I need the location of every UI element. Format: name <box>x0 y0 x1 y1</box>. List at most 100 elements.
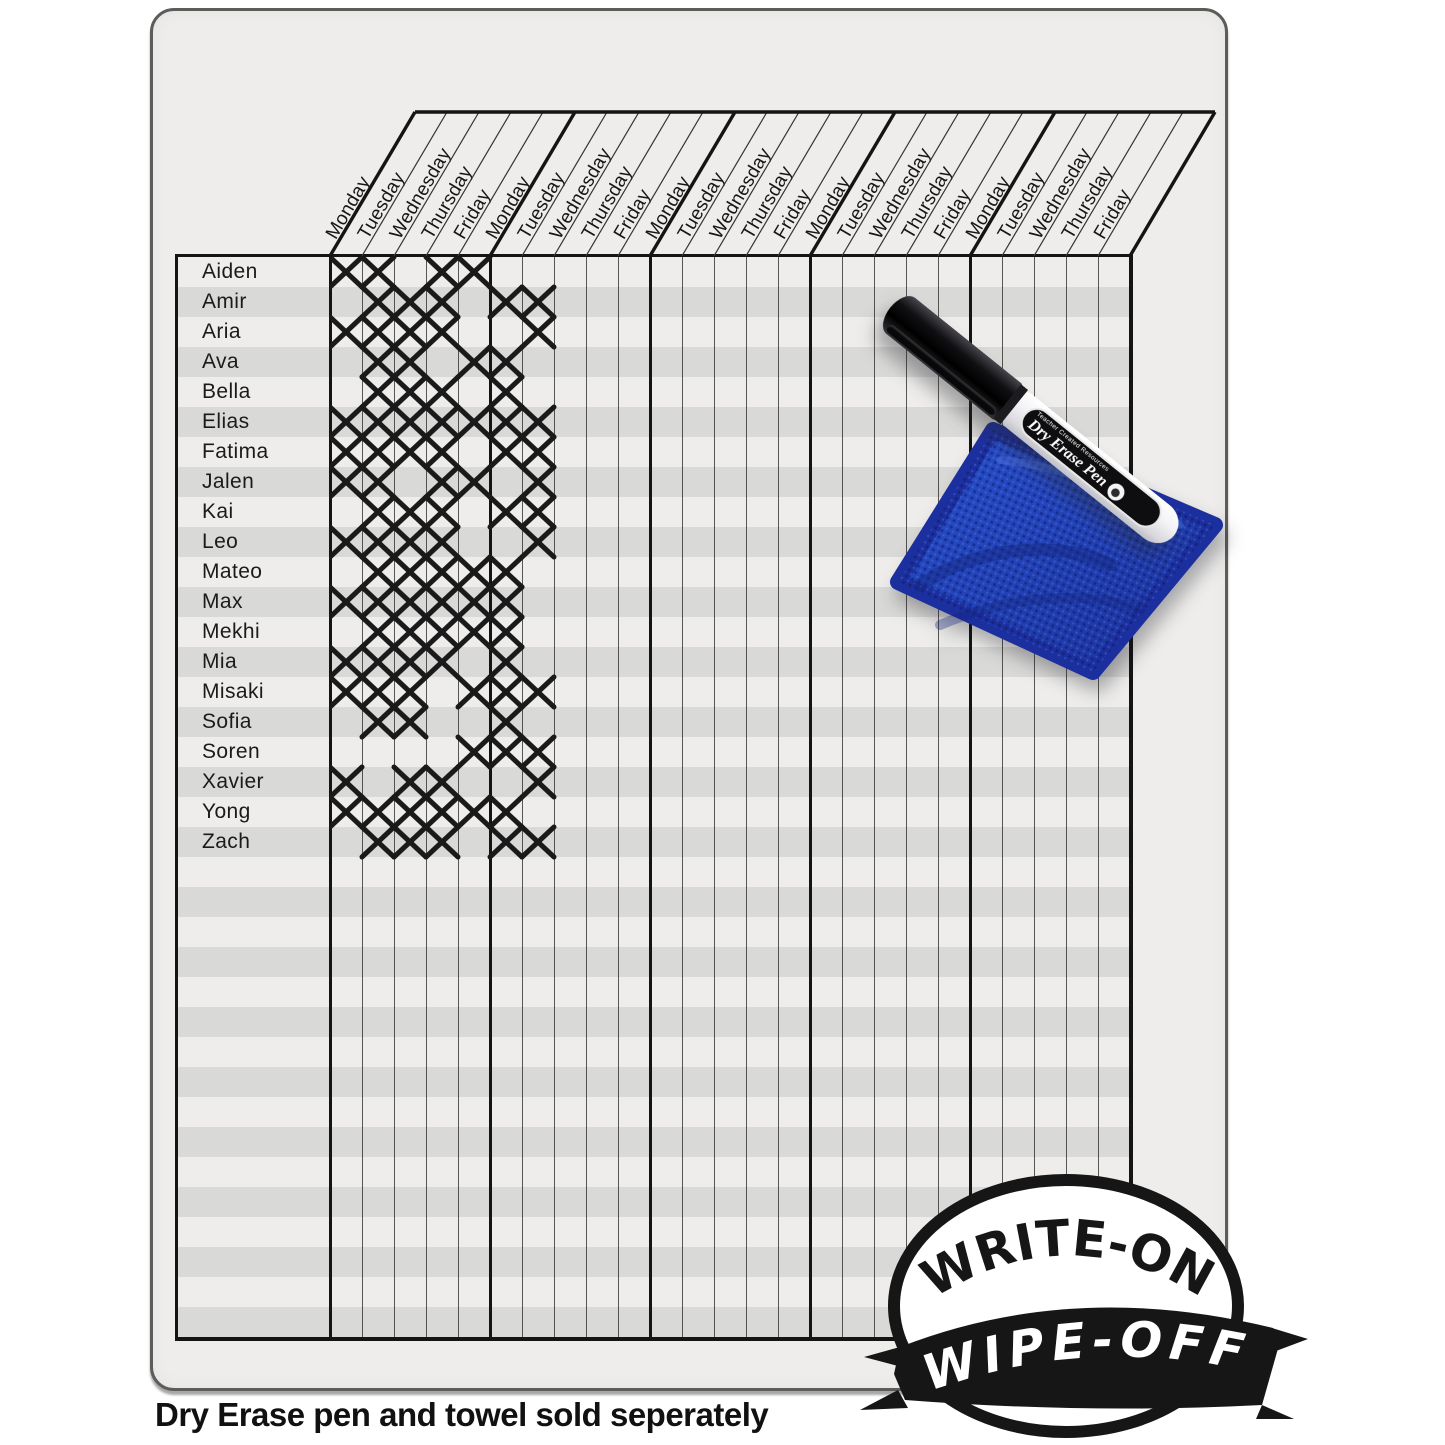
x-mark <box>330 464 365 500</box>
x-mark <box>455 734 493 770</box>
x-mark <box>391 824 429 860</box>
x-mark <box>423 584 461 620</box>
header-line <box>457 111 544 257</box>
chart-header <box>328 110 1217 257</box>
x-mark <box>519 404 557 440</box>
x-mark <box>330 257 365 290</box>
x-mark <box>487 644 525 680</box>
x-mark <box>423 464 461 500</box>
x-mark <box>359 584 397 620</box>
x-mark <box>487 554 525 590</box>
header-line <box>937 111 1024 257</box>
x-mark <box>330 794 365 830</box>
x-mark <box>519 494 557 530</box>
header-line <box>521 111 608 257</box>
x-mark <box>423 644 461 680</box>
x-mark <box>330 764 365 800</box>
x-mark <box>391 524 429 560</box>
x-mark <box>519 764 557 800</box>
grid-line <box>1066 257 1067 1337</box>
grid-line <box>649 257 652 1337</box>
student-name: Fatima <box>202 440 269 463</box>
x-mark <box>391 704 429 740</box>
x-mark <box>391 314 429 350</box>
x-mark <box>519 464 557 500</box>
x-mark <box>359 284 397 320</box>
x-mark <box>455 614 493 650</box>
x-mark <box>487 344 525 380</box>
x-mark <box>359 524 397 560</box>
x-mark <box>359 314 397 350</box>
header-line <box>648 111 737 257</box>
x-mark <box>359 464 397 500</box>
x-mark <box>455 554 493 590</box>
header-line <box>745 111 832 257</box>
x-mark <box>391 434 429 470</box>
header-line <box>1097 111 1184 257</box>
x-mark <box>519 824 557 860</box>
header-line <box>1128 111 1217 257</box>
grid-line <box>746 257 747 1337</box>
x-mark <box>487 284 525 320</box>
student-name: Sofia <box>202 710 252 733</box>
x-mark <box>423 257 461 290</box>
x-mark <box>423 284 461 320</box>
grid-line <box>906 257 907 1337</box>
x-mark <box>423 824 461 860</box>
grid-line <box>969 257 972 1337</box>
x-mark <box>487 434 525 470</box>
student-name: Aiden <box>202 260 258 283</box>
x-mark <box>519 284 557 320</box>
grid-line <box>874 257 875 1337</box>
x-mark <box>487 824 525 860</box>
x-mark <box>391 404 429 440</box>
x-mark <box>423 404 461 440</box>
header-line <box>328 111 417 257</box>
x-mark <box>359 494 397 530</box>
x-mark <box>487 704 525 740</box>
student-name: Kai <box>202 500 234 523</box>
header-line <box>681 111 768 257</box>
x-mark <box>359 824 397 860</box>
x-mark <box>359 434 397 470</box>
student-name: Max <box>202 590 243 613</box>
x-mark <box>423 494 461 530</box>
x-mark <box>423 764 461 800</box>
student-name: Amir <box>202 290 247 313</box>
caption: Dry Erase pen and towel sold seperately <box>155 1396 769 1433</box>
student-name: Zach <box>202 830 251 853</box>
x-mark <box>423 374 461 410</box>
x-mark <box>423 614 461 650</box>
x-mark <box>330 524 365 560</box>
student-name: Soren <box>202 740 261 763</box>
student-name: Leo <box>202 530 239 553</box>
x-mark <box>423 434 461 470</box>
grid-line <box>1002 257 1003 1337</box>
x-mark <box>455 257 493 290</box>
x-mark <box>455 344 493 380</box>
grid-line <box>1098 257 1099 1337</box>
student-name: Xavier <box>202 770 264 793</box>
x-mark <box>330 644 365 680</box>
header-line <box>585 111 672 257</box>
x-mark <box>487 374 525 410</box>
grid-line <box>714 257 715 1337</box>
x-mark <box>391 374 429 410</box>
grid-line <box>682 257 683 1337</box>
table-border-right <box>1130 254 1133 1341</box>
x-mark <box>423 794 461 830</box>
grid-line <box>586 257 587 1337</box>
x-mark <box>359 674 397 710</box>
x-mark <box>359 554 397 590</box>
x-mark <box>330 314 365 350</box>
header-line <box>393 111 480 257</box>
x-mark <box>519 314 557 350</box>
header-line <box>905 111 992 257</box>
x-mark <box>423 524 461 560</box>
x-mark <box>359 614 397 650</box>
x-mark <box>487 794 525 830</box>
header-line <box>1001 111 1088 257</box>
x-mark <box>519 524 557 560</box>
x-mark <box>330 434 365 470</box>
